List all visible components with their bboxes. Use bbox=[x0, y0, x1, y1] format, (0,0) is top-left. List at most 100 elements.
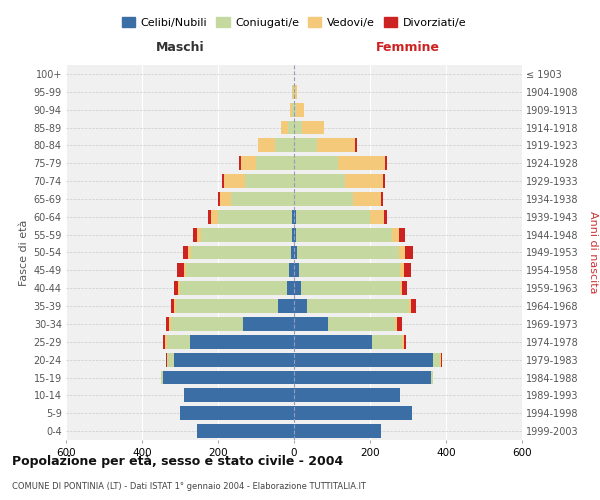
Bar bbox=[163, 335, 165, 349]
Bar bbox=[211, 210, 218, 224]
Bar bbox=[224, 174, 245, 188]
Bar bbox=[400, 264, 404, 278]
Bar bbox=[294, 228, 296, 241]
Bar bbox=[180, 281, 287, 295]
Bar bbox=[232, 192, 294, 206]
Bar bbox=[397, 317, 403, 331]
Bar bbox=[289, 264, 294, 278]
Bar bbox=[178, 264, 184, 278]
Bar bbox=[400, 281, 402, 295]
Bar bbox=[295, 85, 296, 99]
Bar bbox=[161, 370, 163, 384]
Bar bbox=[411, 299, 416, 313]
Bar bbox=[346, 174, 383, 188]
Bar bbox=[382, 192, 383, 206]
Bar bbox=[290, 102, 292, 117]
Bar bbox=[294, 317, 328, 331]
Bar bbox=[220, 192, 232, 206]
Y-axis label: Anni di nascita: Anni di nascita bbox=[589, 211, 598, 294]
Bar bbox=[180, 406, 294, 420]
Bar bbox=[294, 120, 302, 134]
Bar bbox=[173, 281, 178, 295]
Bar bbox=[175, 352, 294, 366]
Bar bbox=[167, 335, 190, 349]
Bar bbox=[338, 156, 385, 170]
Bar bbox=[301, 281, 400, 295]
Bar bbox=[293, 85, 294, 99]
Bar bbox=[294, 335, 372, 349]
Bar bbox=[294, 174, 346, 188]
Bar bbox=[294, 85, 295, 99]
Bar bbox=[403, 335, 404, 349]
Bar bbox=[188, 246, 191, 260]
Bar bbox=[294, 370, 431, 384]
Bar bbox=[294, 138, 317, 152]
Bar bbox=[245, 174, 294, 188]
Bar bbox=[256, 156, 294, 170]
Bar bbox=[165, 335, 167, 349]
Bar bbox=[174, 299, 176, 313]
Bar bbox=[404, 264, 410, 278]
Bar bbox=[433, 352, 440, 366]
Bar bbox=[353, 192, 382, 206]
Bar bbox=[296, 210, 370, 224]
Bar bbox=[167, 352, 175, 366]
Bar bbox=[178, 281, 180, 295]
Text: Popolazione per età, sesso e stato civile - 2004: Popolazione per età, sesso e stato civil… bbox=[12, 454, 343, 468]
Bar bbox=[170, 299, 175, 313]
Bar bbox=[193, 228, 197, 241]
Bar bbox=[190, 335, 294, 349]
Bar bbox=[372, 335, 402, 349]
Bar bbox=[317, 138, 355, 152]
Bar bbox=[292, 102, 294, 117]
Bar bbox=[241, 156, 256, 170]
Bar bbox=[307, 299, 409, 313]
Bar bbox=[395, 317, 397, 331]
Bar bbox=[166, 352, 167, 366]
Bar bbox=[294, 192, 353, 206]
Bar bbox=[294, 246, 297, 260]
Bar bbox=[294, 210, 296, 224]
Bar bbox=[409, 299, 411, 313]
Bar bbox=[440, 352, 441, 366]
Bar bbox=[208, 210, 211, 224]
Bar bbox=[222, 174, 224, 188]
Bar bbox=[287, 281, 294, 295]
Bar bbox=[166, 317, 169, 331]
Bar bbox=[281, 120, 289, 134]
Bar bbox=[294, 299, 307, 313]
Bar bbox=[296, 102, 304, 117]
Bar bbox=[431, 370, 433, 384]
Bar bbox=[294, 406, 412, 420]
Bar bbox=[242, 317, 294, 331]
Text: COMUNE DI PONTINIA (LT) - Dati ISTAT 1° gennaio 2004 - Elaborazione TUTTITALIA.I: COMUNE DI PONTINIA (LT) - Dati ISTAT 1° … bbox=[12, 482, 366, 491]
Bar bbox=[292, 228, 294, 241]
Bar bbox=[239, 156, 241, 170]
Bar bbox=[383, 210, 388, 224]
Bar bbox=[291, 246, 294, 260]
Bar bbox=[176, 299, 278, 313]
Bar bbox=[184, 264, 186, 278]
Bar bbox=[292, 85, 293, 99]
Bar bbox=[197, 228, 201, 241]
Bar bbox=[218, 192, 220, 206]
Bar bbox=[296, 228, 392, 241]
Bar bbox=[163, 370, 294, 384]
Bar bbox=[383, 174, 385, 188]
Bar bbox=[186, 264, 289, 278]
Bar bbox=[392, 228, 399, 241]
Bar bbox=[294, 102, 296, 117]
Bar bbox=[294, 156, 338, 170]
Bar bbox=[297, 246, 398, 260]
Bar bbox=[191, 246, 291, 260]
Legend: Celibi/Nubili, Coniugati/e, Vedovi/e, Divorziati/e: Celibi/Nubili, Coniugati/e, Vedovi/e, Di… bbox=[118, 12, 470, 32]
Bar bbox=[294, 264, 299, 278]
Bar bbox=[292, 210, 294, 224]
Bar bbox=[370, 210, 383, 224]
Text: Femmine: Femmine bbox=[376, 42, 440, 54]
Bar bbox=[201, 228, 292, 241]
Y-axis label: Fasce di età: Fasce di età bbox=[19, 220, 29, 286]
Bar bbox=[294, 352, 433, 366]
Bar bbox=[258, 138, 275, 152]
Bar bbox=[294, 388, 400, 402]
